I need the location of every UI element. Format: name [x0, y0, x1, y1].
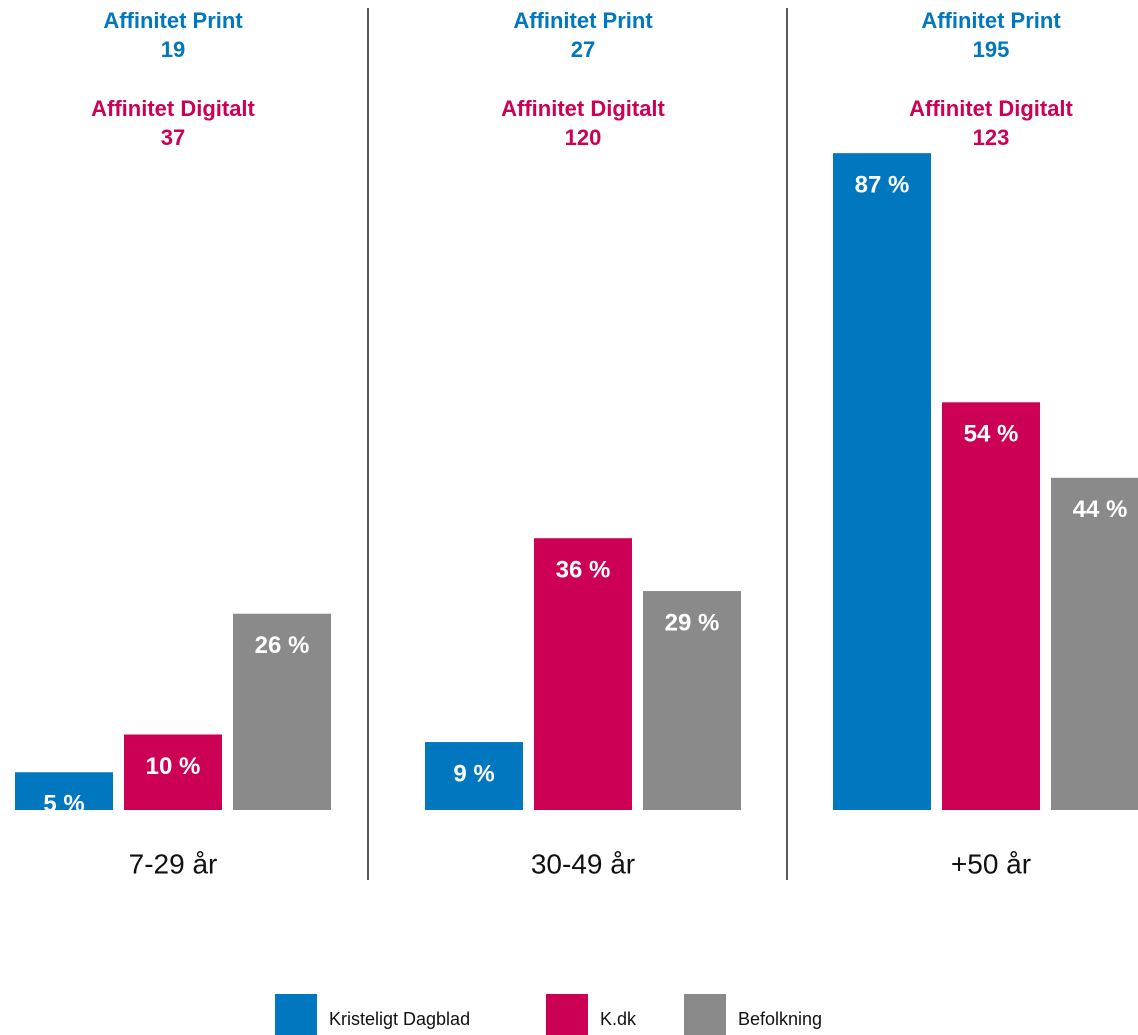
bar: [124, 734, 222, 810]
data-label: 10 %: [146, 753, 201, 780]
print-value: 27: [571, 37, 595, 62]
x-tick-label: 7-29 år: [129, 848, 218, 879]
legend-swatch: [546, 994, 588, 1035]
legend-swatch: [684, 994, 726, 1035]
legend-label: K.dk: [600, 1009, 637, 1029]
legend-swatch: [275, 994, 317, 1035]
bar: [833, 153, 931, 810]
digital-label: Affinitet Digitalt: [91, 96, 255, 121]
x-tick-label: 30-49 år: [531, 848, 635, 879]
bar: [534, 538, 632, 810]
digital-label: Affinitet Digitalt: [909, 96, 1073, 121]
data-label: 5 %: [43, 791, 84, 818]
print-label: Affinitet Print: [103, 8, 243, 33]
data-label: 36 %: [556, 557, 611, 584]
bar: [942, 402, 1040, 810]
digital-value: 120: [565, 125, 602, 150]
data-label: 9 %: [453, 760, 494, 787]
data-label: 87 %: [855, 171, 910, 198]
bar: [15, 772, 113, 810]
print-value: 19: [161, 37, 185, 62]
digital-value: 37: [161, 125, 185, 150]
data-label: 26 %: [255, 632, 310, 659]
bar: [425, 742, 523, 810]
digital-value: 123: [973, 125, 1010, 150]
bar: [233, 613, 331, 810]
data-label: 54 %: [964, 421, 1019, 448]
data-label: 29 %: [665, 609, 720, 636]
bar: [643, 591, 741, 810]
bar: [1051, 477, 1138, 810]
print-label: Affinitet Print: [921, 8, 1061, 33]
print-value: 195: [973, 37, 1010, 62]
legend-label: Befolkning: [738, 1009, 822, 1029]
legend-label: Kristeligt Dagblad: [329, 1009, 470, 1029]
x-tick-label: +50 år: [951, 848, 1031, 879]
print-label: Affinitet Print: [513, 8, 653, 33]
data-label: 44 %: [1073, 496, 1128, 523]
digital-label: Affinitet Digitalt: [501, 96, 665, 121]
